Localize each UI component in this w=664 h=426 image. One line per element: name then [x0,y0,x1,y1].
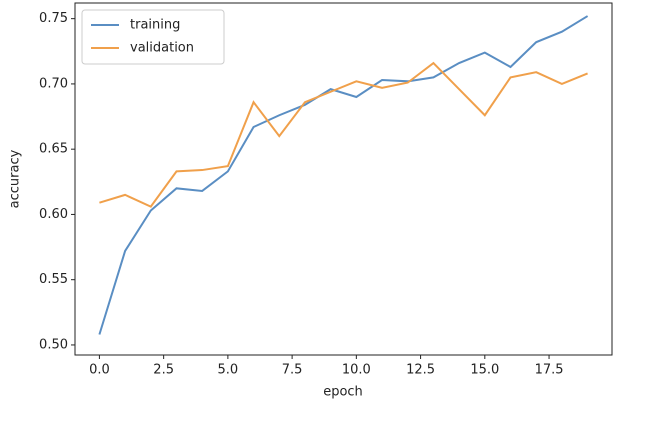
y-tick-label: 0.65 [39,142,68,157]
y-tick-label: 0.50 [39,337,68,352]
x-axis-label: epoch [323,385,363,400]
legend-label: training [130,18,180,33]
line [98,15,589,335]
x-tick-label: 2.5 [153,363,174,378]
plot-frame [74,2,613,356]
y-tick-label: 0.75 [39,11,68,26]
legend-label: validation [130,41,194,56]
x-tick-label: 5.0 [218,363,239,378]
x-tick-label: 15.0 [470,363,499,378]
x-tick-label: 12.5 [406,363,435,378]
x-tick-label: 17.5 [535,363,564,378]
y-tick-label: 0.55 [39,272,68,287]
y-axis-label: accuracy [8,149,23,208]
x-tick-label: 0.0 [89,363,110,378]
x-tick-label: 10.0 [342,363,371,378]
y-tick-label: 0.60 [39,207,68,222]
line [99,61,588,208]
legend-box [81,9,225,65]
x-tick-label: 7.5 [282,363,303,378]
y-tick-label: 0.70 [39,76,68,91]
